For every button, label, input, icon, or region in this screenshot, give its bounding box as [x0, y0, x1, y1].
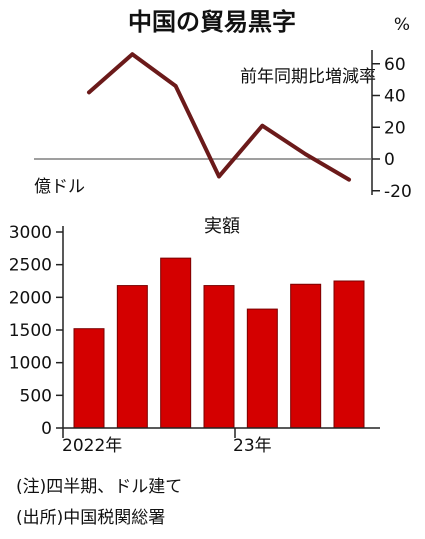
x-label-2022: 2022年: [62, 436, 122, 456]
bar-series-label: 実額: [204, 216, 240, 237]
amount-bar: [246, 308, 278, 429]
bar-y-tick-label: 2000: [9, 288, 52, 308]
note-basis: (注)四半期、ドル建て: [16, 477, 182, 497]
line-unit-label: %: [394, 15, 410, 35]
bar-y-tick-label: 2500: [9, 256, 52, 276]
line-y-tick-label: 0: [384, 150, 395, 170]
note-source: (出所)中国税関総署: [16, 508, 165, 528]
bar-unit-label: 億ドル: [34, 177, 85, 197]
bar-y-tick-label: 1500: [9, 321, 52, 341]
growth-rate-point: [217, 174, 221, 179]
bar-y-tick-label: 1000: [9, 354, 52, 374]
amount-bar: [73, 328, 105, 429]
amount-bar-panel: 実額 3000 2500 2000 1500 1000 500 0 2022年 23年: [9, 216, 380, 456]
bar-y-tick-label: 500: [20, 386, 52, 406]
growth-rate-point: [260, 123, 265, 128]
growth-rate-point: [130, 52, 135, 57]
x-label-2023: 23年: [233, 436, 272, 456]
amount-bar: [333, 280, 365, 429]
growth-rate-line-panel: % 前年同期比増減率 億ドル 60 40 20 0 -20: [34, 15, 412, 202]
line-y-tick-label: 40: [384, 87, 406, 107]
amount-bar: [203, 285, 235, 429]
line-y-tick-label: -20: [384, 182, 412, 202]
line-series-label: 前年同期比増減率: [240, 67, 376, 87]
line-y-tick-label: 20: [384, 118, 406, 138]
bar-y-tick-label: 0: [41, 419, 52, 439]
line-y-tick-label: 60: [384, 55, 406, 75]
amount-bar: [160, 257, 192, 429]
bar-y-tick-label: 3000: [9, 223, 52, 243]
amount-bar: [116, 285, 148, 429]
chart-title: 中国の貿易黒字: [128, 8, 296, 36]
growth-rate-point: [173, 84, 178, 88]
growth-rate-point: [303, 152, 308, 157]
growth-rate-point: [87, 90, 91, 95]
growth-rate-point: [347, 177, 351, 182]
amount-bar: [290, 283, 322, 429]
